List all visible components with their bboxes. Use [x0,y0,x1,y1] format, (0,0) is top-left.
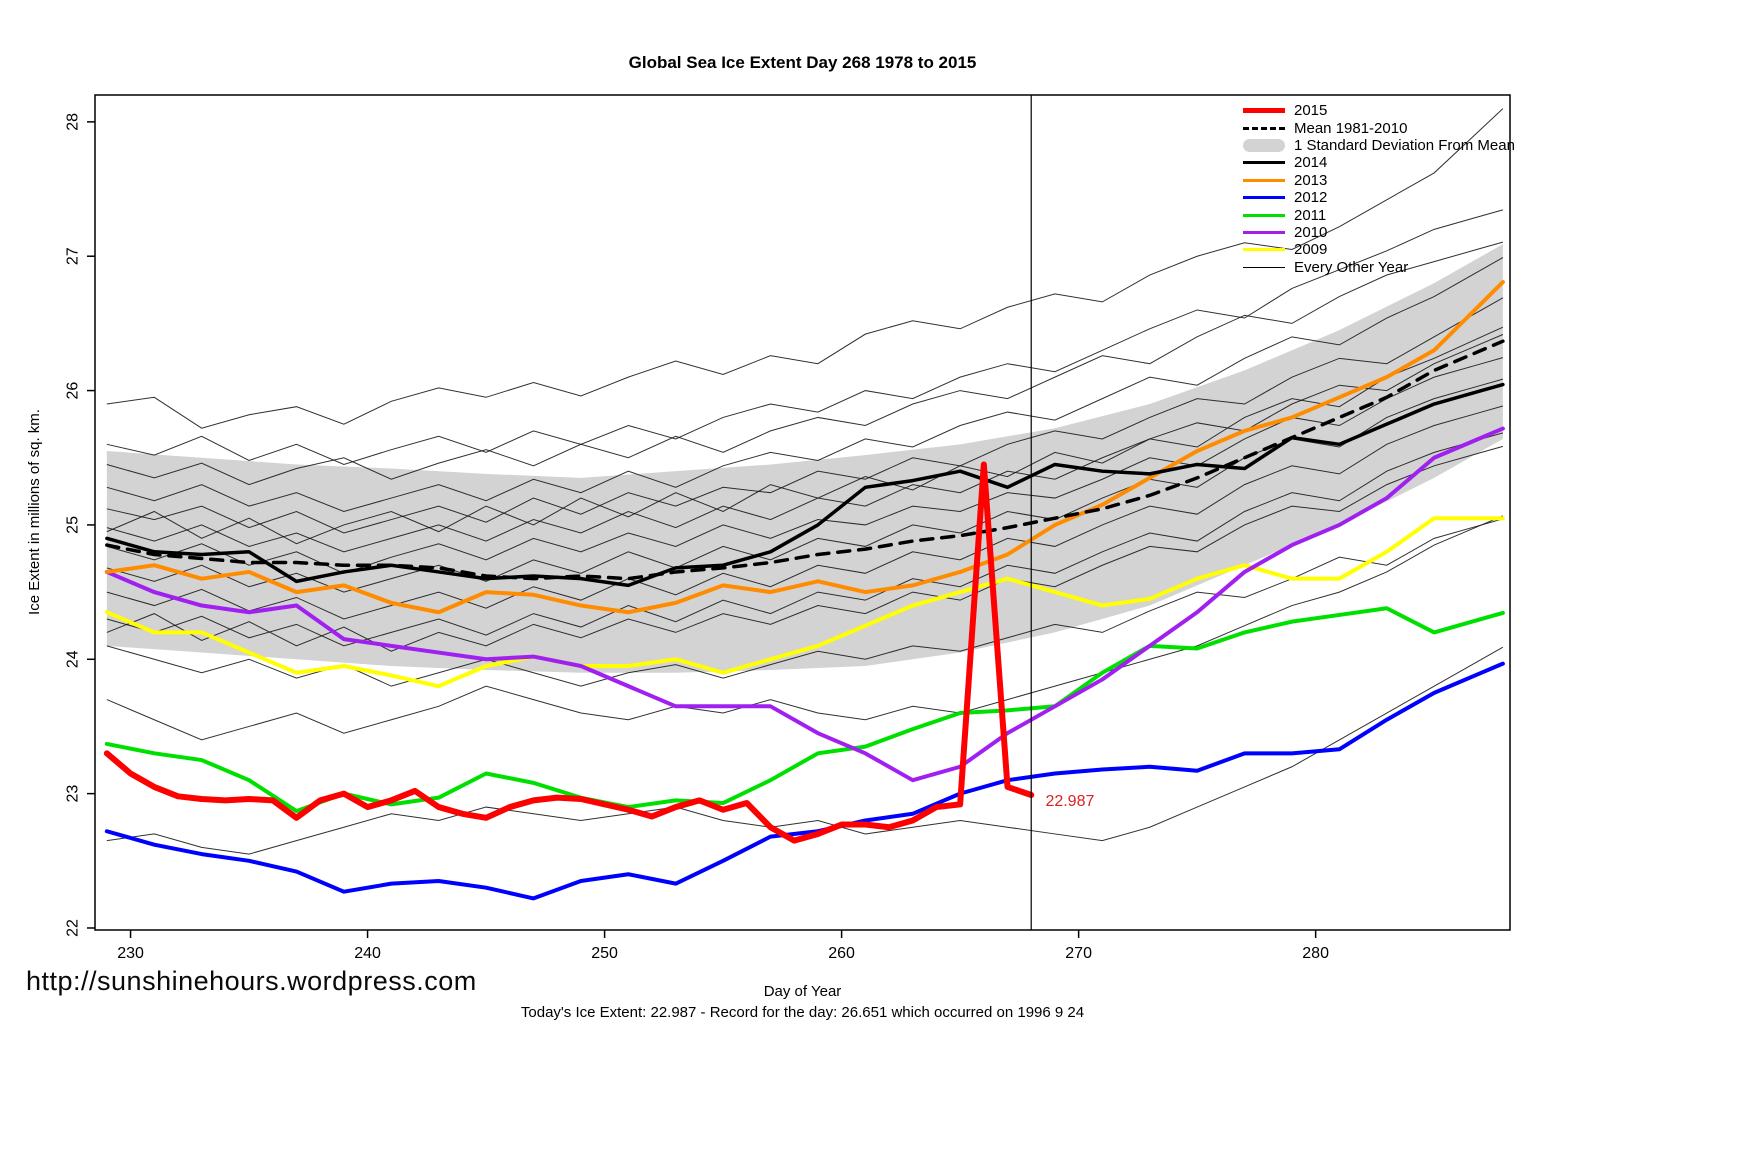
legend-label: Every Other Year [1294,258,1409,276]
legend-item-mean-1981-2010: Mean 1981-2010 [1243,119,1515,137]
series-line-2010 [104,426,1505,783]
legend-line-swatch [1243,108,1285,114]
legend-item-2010: 2010 [1243,224,1515,241]
legend-line-swatch [1243,213,1285,217]
footer-caption: Today's Ice Extent: 22.987 - Record for … [520,1004,1085,1021]
legend-item-1-standard-deviation-from-mean: 1 Standard Deviation From Mean [1243,137,1515,154]
background-year-line [106,209,1504,466]
x-tick-label: 270 [1065,945,1092,962]
footer-url: http://sunshinehours.wordpress.com [26,966,477,996]
x-tick-label: 280 [1302,945,1329,962]
legend-item-2014: 2014 [1243,154,1515,171]
background-year-line [106,445,1504,652]
legend-item-every-other-year: Every Other Year [1243,259,1515,276]
y-tick-label: 23 [65,785,82,803]
std-deviation-band [106,244,1503,673]
series-line-2013 [104,280,1505,615]
background-year-line [106,515,1504,741]
legend-item-2013: 2013 [1243,172,1515,189]
legend-line-swatch [1243,248,1285,252]
legend-item-2012: 2012 [1243,189,1515,206]
legend-label: 2014 [1294,154,1328,172]
legend-line-swatch [1243,161,1285,165]
background-year-line [106,241,1504,486]
legend-line-swatch [1243,178,1285,182]
legend-label: 2009 [1294,241,1328,259]
y-tick-label: 28 [65,113,82,131]
legend-label: 2013 [1294,171,1328,189]
legend-item-2009: 2009 [1243,241,1515,258]
chart-legend: 2015 Mean 1981-2010 1 Standard Deviation F… [1243,102,1515,276]
plot-border [94,94,1511,931]
legend-label: 2015 [1294,102,1328,120]
y-tick-label: 26 [65,382,82,400]
x-tick-label: 250 [591,945,618,962]
legend-label: 2011 [1294,206,1327,224]
x-tick-label: 240 [354,945,381,962]
legend-line-swatch [1243,126,1285,130]
legend-label: Mean 1981-2010 [1294,119,1408,137]
legend-item-2015: 2015 [1243,102,1515,119]
background-year-line [106,334,1504,545]
legend-item-2011: 2011 [1243,206,1515,224]
legend-label: 2012 [1294,189,1328,207]
background-year-line [106,432,1504,647]
background-year-line [106,257,1504,513]
series-line-2015 [103,461,1035,844]
y-tick-label: 27 [65,247,82,265]
y-axis-label: Ice Extent in millions of sq. km. [26,409,43,615]
current-value-annotation: 22.987 [1045,793,1094,810]
background-year-line [106,297,1504,534]
series-line-2012 [104,661,1505,901]
y-tick-label: 24 [65,650,82,668]
legend-line-swatch [1243,196,1285,200]
background-year-line [106,405,1504,620]
series-line-2009 [104,516,1505,689]
x-axis-label: Day of Year [763,983,842,1000]
y-tick-label: 25 [65,516,82,534]
background-year-line [106,108,1504,429]
series-line-mean-1981-2010 [105,339,1505,581]
y-tick-label: 22 [65,919,82,937]
legend-label: 1 Standard Deviation From Mean [1294,136,1515,154]
chart-title: Global Sea Ice Extent Day 268 1978 to 20… [628,53,977,72]
legend-label: 2010 [1294,223,1328,241]
x-tick-label: 260 [828,945,855,962]
x-tick-label: 230 [117,945,144,962]
legend-band-swatch [1243,138,1285,152]
legend-line-swatch [1243,266,1285,268]
background-year-line [106,646,1504,855]
legend-line-swatch [1243,230,1285,234]
